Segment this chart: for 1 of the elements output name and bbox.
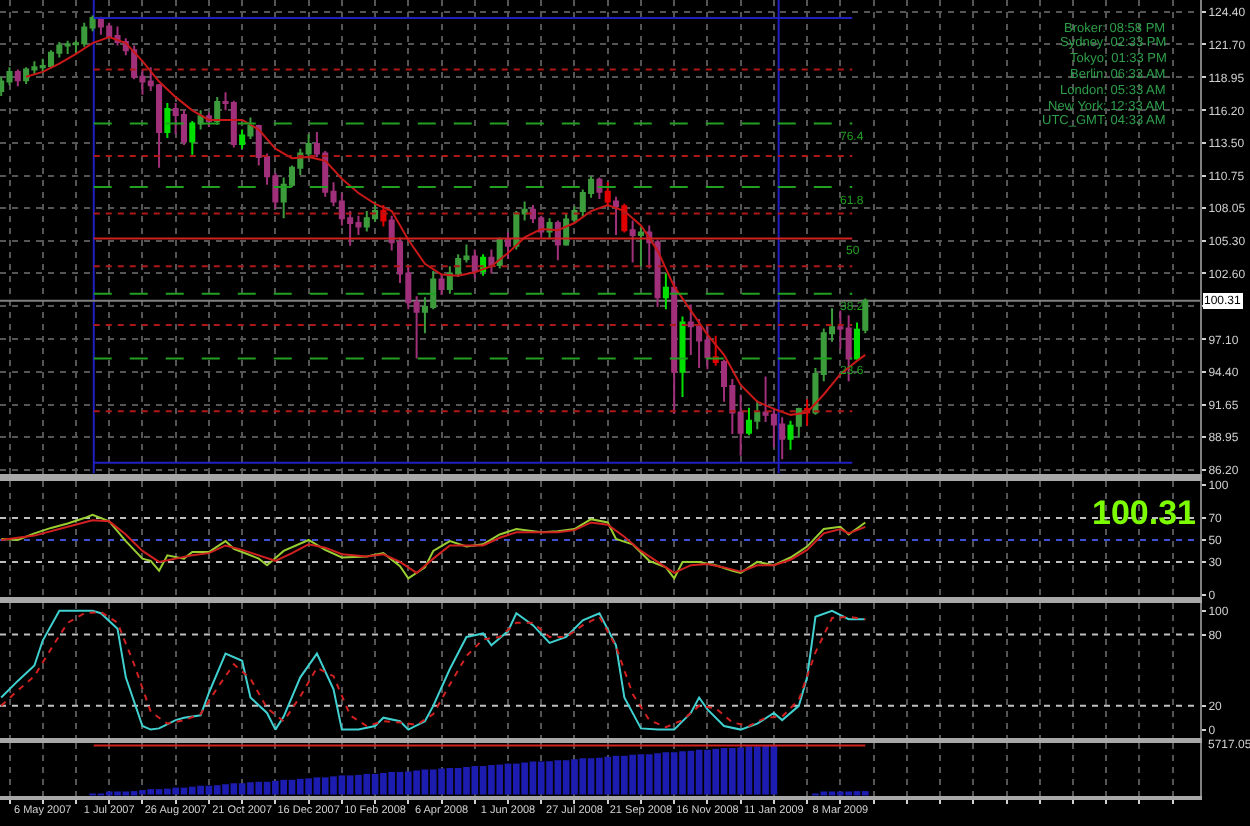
annotation: 100.31 — [1092, 494, 1196, 532]
